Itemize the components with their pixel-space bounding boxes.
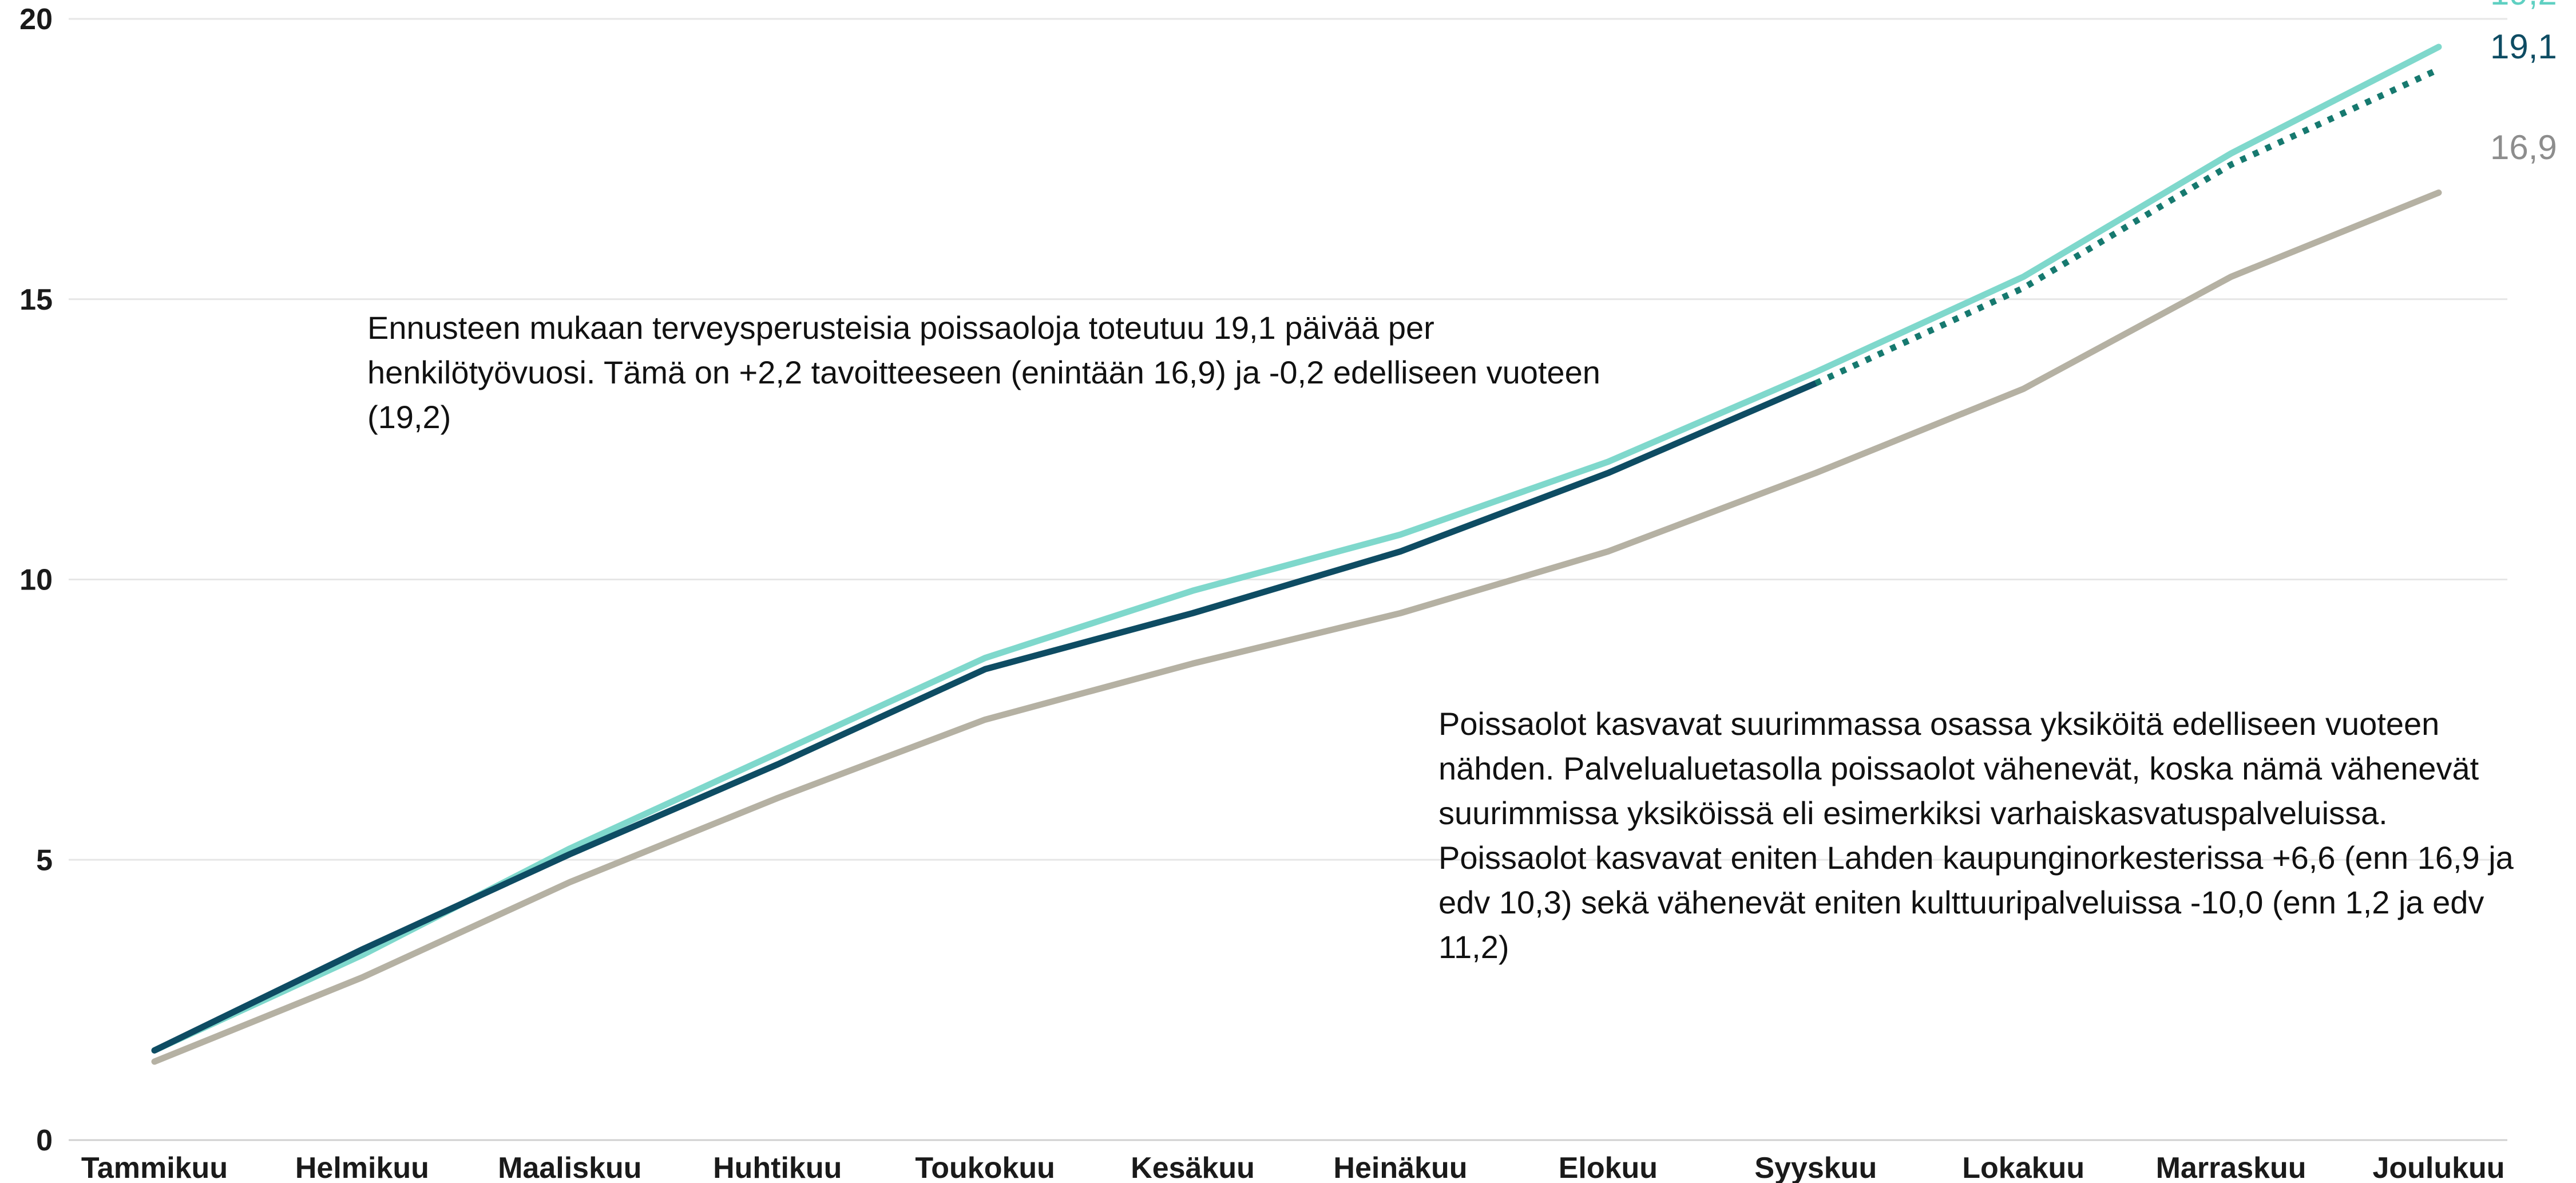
series-line-current bbox=[151, 380, 1819, 1054]
series-line-previous bbox=[151, 43, 2442, 1054]
x-tick-label: Joulukuu bbox=[2372, 1152, 2504, 1183]
series-line-target bbox=[151, 189, 2442, 1065]
x-axis-ticks: Tammikuu Helmikuu Maaliskuu Huhtikuu Toukoku… bbox=[81, 1152, 2505, 1183]
x-tick-label: Syyskuu bbox=[1754, 1152, 1877, 1183]
x-tick-label: Huhtikuu bbox=[713, 1152, 842, 1183]
series-lines bbox=[151, 43, 2442, 1065]
x-tick-label: Toukokuu bbox=[915, 1152, 1055, 1183]
x-tick-label: Maaliskuu bbox=[498, 1152, 641, 1183]
y-tick-label: 15 bbox=[19, 283, 53, 316]
end-label-previous: 19,2 bbox=[2490, 0, 2557, 12]
y-tick-label: 10 bbox=[19, 564, 53, 597]
gridlines bbox=[69, 18, 2507, 1141]
annotation-units: Poissaolot kasvavat suurimmassa osassa y… bbox=[1438, 706, 2514, 965]
series-line-current-forecast bbox=[1814, 66, 2440, 386]
x-tick-label: Lokakuu bbox=[1962, 1152, 2084, 1183]
x-tick-label: Helmikuu bbox=[295, 1152, 429, 1183]
x-tick-label: Marraskuu bbox=[2156, 1152, 2306, 1183]
x-tick-label: Heinäkuu bbox=[1333, 1152, 1467, 1183]
end-label-target: 16,9 bbox=[2490, 128, 2557, 167]
y-tick-label: 5 bbox=[36, 844, 53, 877]
series-end-labels: 19,2 19,1 16,9 bbox=[2490, 0, 2557, 167]
y-tick-label: 0 bbox=[36, 1124, 53, 1157]
x-tick-label: Kesäkuu bbox=[1131, 1152, 1255, 1183]
x-tick-label: Tammikuu bbox=[81, 1152, 228, 1183]
annotation-forecast: Ennusteen mukaan terveysperusteisia pois… bbox=[367, 310, 1600, 435]
y-axis-ticks: 0 5 10 15 20 bbox=[19, 3, 53, 1157]
y-tick-label: 20 bbox=[19, 3, 53, 36]
x-tick-label: Elokuu bbox=[1559, 1152, 1658, 1183]
end-label-current: 19,1 bbox=[2490, 27, 2557, 66]
